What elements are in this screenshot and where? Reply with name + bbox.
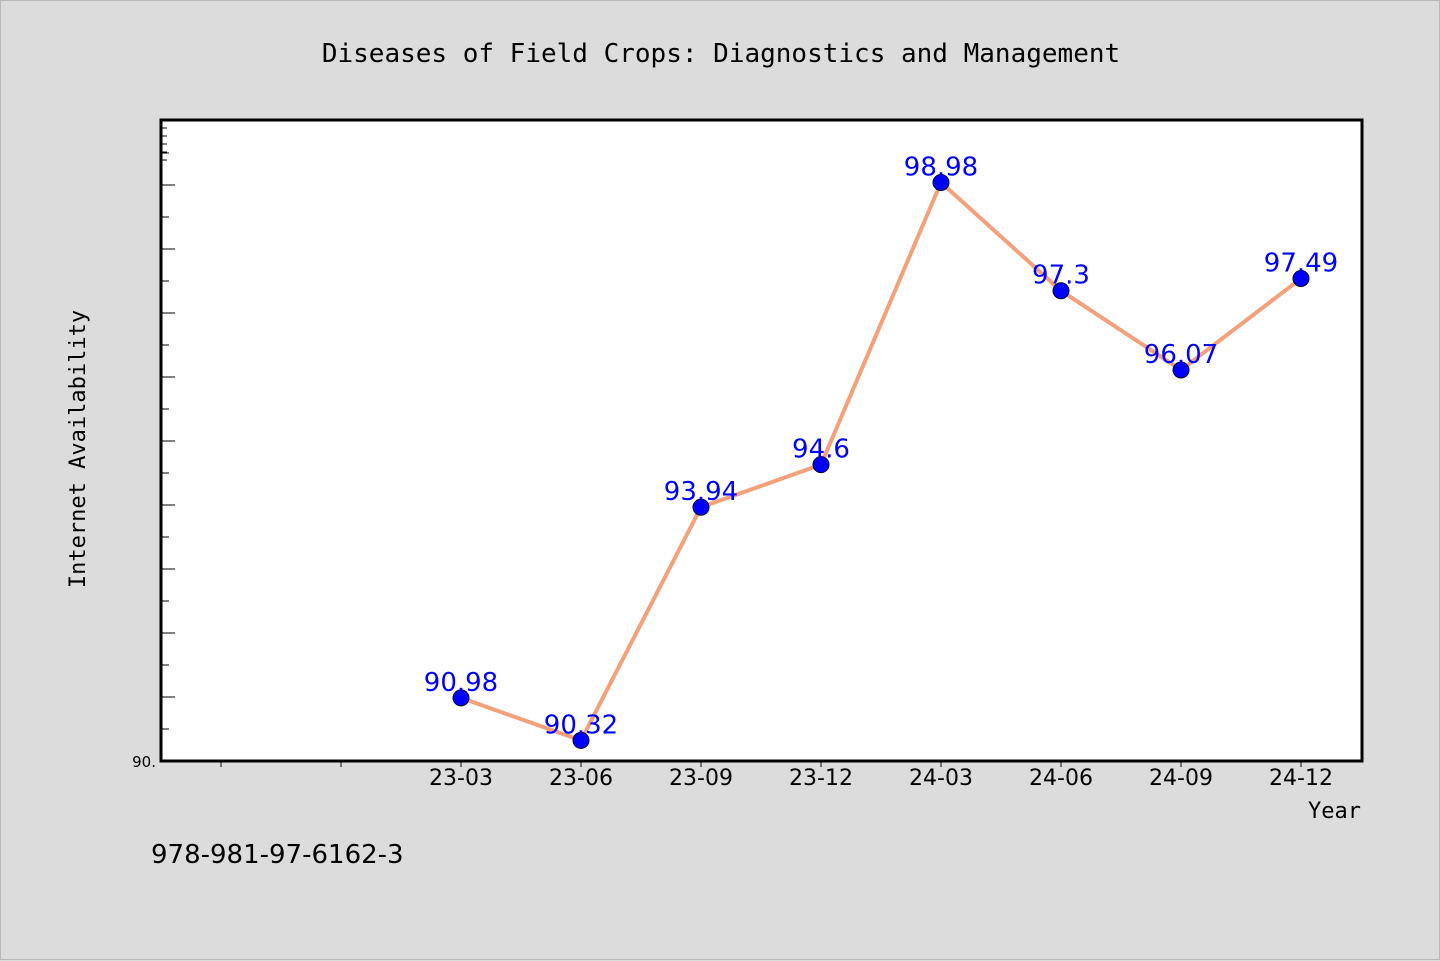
x-tick-label: 24-09: [1149, 766, 1213, 791]
data-labels: 90.98 90.32 93.94 94.6 98.98 97.3 96.07 97.49: [424, 153, 1338, 741]
series-markers: [452, 174, 1310, 749]
x-tick-label: 24-12: [1269, 766, 1333, 791]
data-point-marker: [1292, 269, 1310, 287]
data-point-label: 93.94: [664, 477, 738, 507]
x-tick-labels: 23-03 23-06 23-09 23-12 24-03 24-06 24-09 24-12: [429, 766, 1333, 791]
data-point-label: 96.07: [1144, 340, 1218, 370]
data-point-marker: [692, 498, 710, 516]
data-point-label: 98.98: [904, 153, 978, 183]
y-axis-min-label: 90.: [132, 753, 156, 771]
axis-ticks: [161, 127, 1302, 767]
x-tick-label: 23-12: [789, 766, 853, 791]
isbn-text: 978-981-97-6162-3: [151, 840, 404, 870]
data-point-marker: [812, 456, 830, 474]
data-point-marker: [572, 731, 590, 749]
x-tick-label: 23-06: [549, 766, 613, 791]
x-tick-label: 24-06: [1029, 766, 1093, 791]
data-point-marker: [1172, 361, 1190, 379]
x-tick-label: 24-03: [909, 766, 973, 791]
plot-area: [159, 118, 1364, 763]
data-point-label: 90.32: [544, 710, 618, 740]
data-point-label: 97.3: [1032, 261, 1090, 291]
x-axis-label: Year: [1308, 799, 1361, 824]
data-point-label: 94.6: [792, 435, 850, 465]
data-point-marker: [932, 174, 950, 192]
y-axis-label: Internet Availability: [66, 310, 91, 588]
x-tick-label: 23-09: [669, 766, 733, 791]
data-point-label: 90.98: [424, 668, 498, 698]
data-point-marker: [1052, 282, 1070, 300]
x-tick-label: 23-03: [429, 766, 493, 791]
data-point-label: 97.49: [1264, 248, 1338, 278]
chart-title: Diseases of Field Crops: Diagnostics and…: [322, 39, 1120, 69]
series-line: [460, 179, 1303, 743]
data-point-marker: [452, 689, 470, 707]
